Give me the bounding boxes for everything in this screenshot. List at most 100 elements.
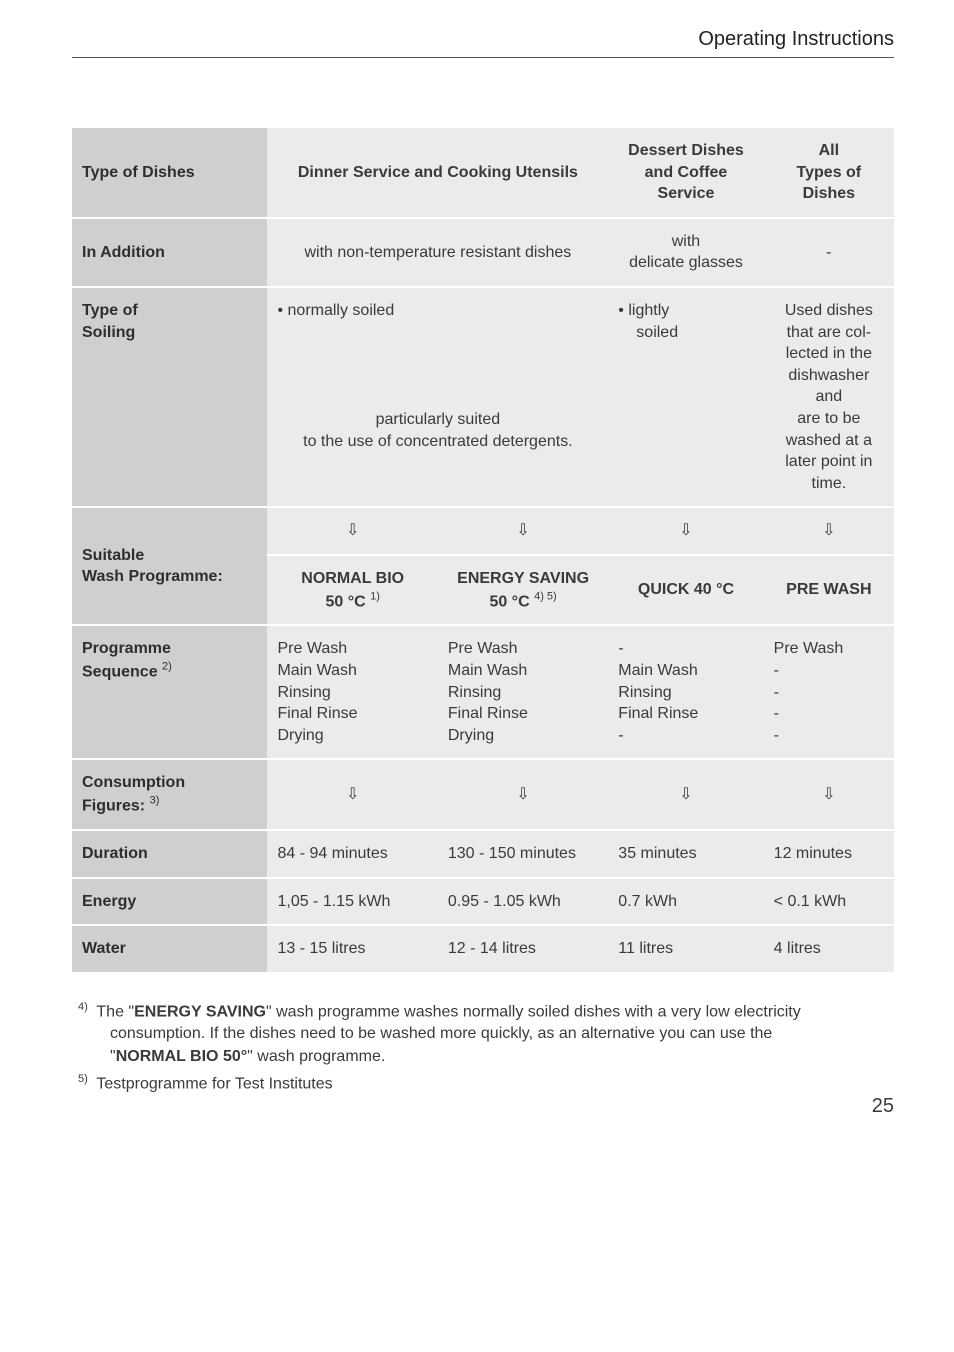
text: Rinsing (277, 684, 330, 701)
text: Consumption (82, 774, 185, 791)
text: - (618, 727, 623, 744)
text: lected in the (786, 345, 872, 362)
text: Dessert Dishes (628, 142, 744, 159)
text: ENERGY SAVING (457, 570, 589, 587)
text: NORMAL BIO (301, 570, 404, 587)
text: Drying (448, 727, 494, 744)
sup: 4) (78, 1001, 88, 1013)
text: Final Rinse (277, 705, 357, 722)
energy-c1: 1,05 - 1.15 kWh (267, 878, 437, 926)
cell-in-addition-dessert: with delicate glasses (608, 218, 763, 287)
row-label-consumption: Consumption Figures: 3) (72, 759, 267, 830)
cell-all-types: All Types of Dishes (764, 128, 894, 218)
text: Used dishes (785, 302, 873, 319)
footnote-5: 5) Testprogramme for Test Institutes (78, 1072, 888, 1096)
text: "NORMAL BIO 50°" wash programme. (78, 1046, 888, 1068)
text: - (774, 684, 779, 701)
text: later point in (785, 453, 872, 470)
text: " wash programme washes normally soiled … (266, 1003, 801, 1020)
text: - (774, 727, 779, 744)
text: particularly suited (376, 411, 501, 428)
text: Pre Wash (774, 640, 844, 657)
text: • lightly (618, 302, 669, 319)
text: Drying (277, 727, 323, 744)
row-label-in-addition: In Addition (72, 218, 267, 287)
text: 4) 5) (534, 593, 557, 610)
text: " wash programme. (247, 1048, 385, 1065)
text: Final Rinse (448, 705, 528, 722)
text: - (774, 662, 779, 679)
text: Main Wash (448, 662, 527, 679)
text: Final Rinse (618, 705, 698, 722)
text: Types of (797, 164, 862, 181)
cell-soiling-note: particularly suited to the use of concen… (267, 355, 608, 507)
text: Type of (82, 302, 138, 319)
text: Wash Programme: (82, 568, 223, 585)
text: All (819, 142, 839, 159)
arrow-icon: ⇩ (608, 507, 763, 555)
arrow-icon: ⇩ (764, 507, 894, 555)
text: 50 °C (489, 593, 529, 610)
sup: 3) (150, 795, 160, 807)
cell-soiling-bullet: • normally soiled (267, 287, 608, 355)
text: Dishes (803, 185, 855, 202)
text: The " (96, 1003, 134, 1020)
page-container: Operating Instructions Type of Dishes Di… (0, 0, 954, 1130)
text: Testprogramme for Test Institutes (96, 1076, 332, 1093)
seq-col3: - Main Wash Rinsing Final Rinse - (608, 625, 763, 759)
arrow-icon: ⇩ (608, 759, 763, 830)
energy-c4: < 0.1 kWh (764, 878, 894, 926)
sup: 2) (162, 661, 172, 673)
text: ENERGY SAVING (134, 1003, 266, 1020)
text: and Coffee (645, 164, 728, 181)
text: 1) (370, 593, 380, 610)
water-c4: 4 litres (764, 925, 894, 972)
text: Pre Wash (277, 640, 347, 657)
footnote-4: 4) The "ENERGY SAVING" wash programme wa… (78, 1000, 888, 1069)
page-number: 25 (872, 1095, 894, 1118)
text: Programme (82, 640, 171, 657)
seq-col4: Pre Wash - - - - (764, 625, 894, 759)
text: Rinsing (448, 684, 501, 701)
text: with (672, 233, 700, 250)
duration-c1: 84 - 94 minutes (267, 830, 437, 878)
row-label-suitable: Suitable Wash Programme: (72, 507, 267, 625)
arrow-icon: ⇩ (267, 759, 437, 830)
row-label-water: Water (72, 925, 267, 972)
cell-soiling-dessert: • lightly soiled (608, 287, 763, 507)
arrow-icon: ⇩ (438, 759, 608, 830)
text: soiled (618, 324, 678, 341)
text: are to be (797, 410, 860, 427)
row-label-soiling: Type of Soiling (72, 287, 267, 507)
water-c1: 13 - 15 litres (267, 925, 437, 972)
text: that are col- (787, 324, 871, 341)
programme-table: Type of Dishes Dinner Service and Cookin… (72, 128, 894, 972)
text: Main Wash (277, 662, 356, 679)
text: Figures: (82, 797, 145, 814)
seq-col2: Pre Wash Main Wash Rinsing Final Rinse D… (438, 625, 608, 759)
sup: 4) 5) (534, 591, 557, 603)
duration-c4: 12 minutes (764, 830, 894, 878)
row-label-sequence: Programme Sequence 2) (72, 625, 267, 759)
text: 50 °C (325, 593, 365, 610)
text: NORMAL BIO 50° (116, 1048, 247, 1065)
seq-col1: Pre Wash Main Wash Rinsing Final Rinse D… (267, 625, 437, 759)
footnotes: 4) The "ENERGY SAVING" wash programme wa… (72, 1000, 894, 1096)
text: dishwasher and (788, 367, 869, 406)
page-header: Operating Instructions (72, 28, 894, 58)
prog-energy-saving: ENERGY SAVING 50 °C 4) 5) (438, 555, 608, 626)
prog-normal-bio: NORMAL BIO 50 °C 1) (267, 555, 437, 626)
row-label-duration: Duration (72, 830, 267, 878)
cell-soiling-all: Used dishes that are col- lected in the … (764, 287, 894, 507)
row-label-energy: Energy (72, 878, 267, 926)
prog-prewash: PRE WASH (764, 555, 894, 626)
text: Pre Wash (448, 640, 518, 657)
cell-in-addition-all: - (764, 218, 894, 287)
text: Service (658, 185, 715, 202)
text: consumption. If the dishes need to be wa… (78, 1023, 888, 1045)
water-c3: 11 litres (608, 925, 763, 972)
duration-c2: 130 - 150 minutes (438, 830, 608, 878)
text: Suitable (82, 547, 144, 564)
text: Soiling (82, 324, 135, 341)
sup: 1) (370, 591, 380, 603)
